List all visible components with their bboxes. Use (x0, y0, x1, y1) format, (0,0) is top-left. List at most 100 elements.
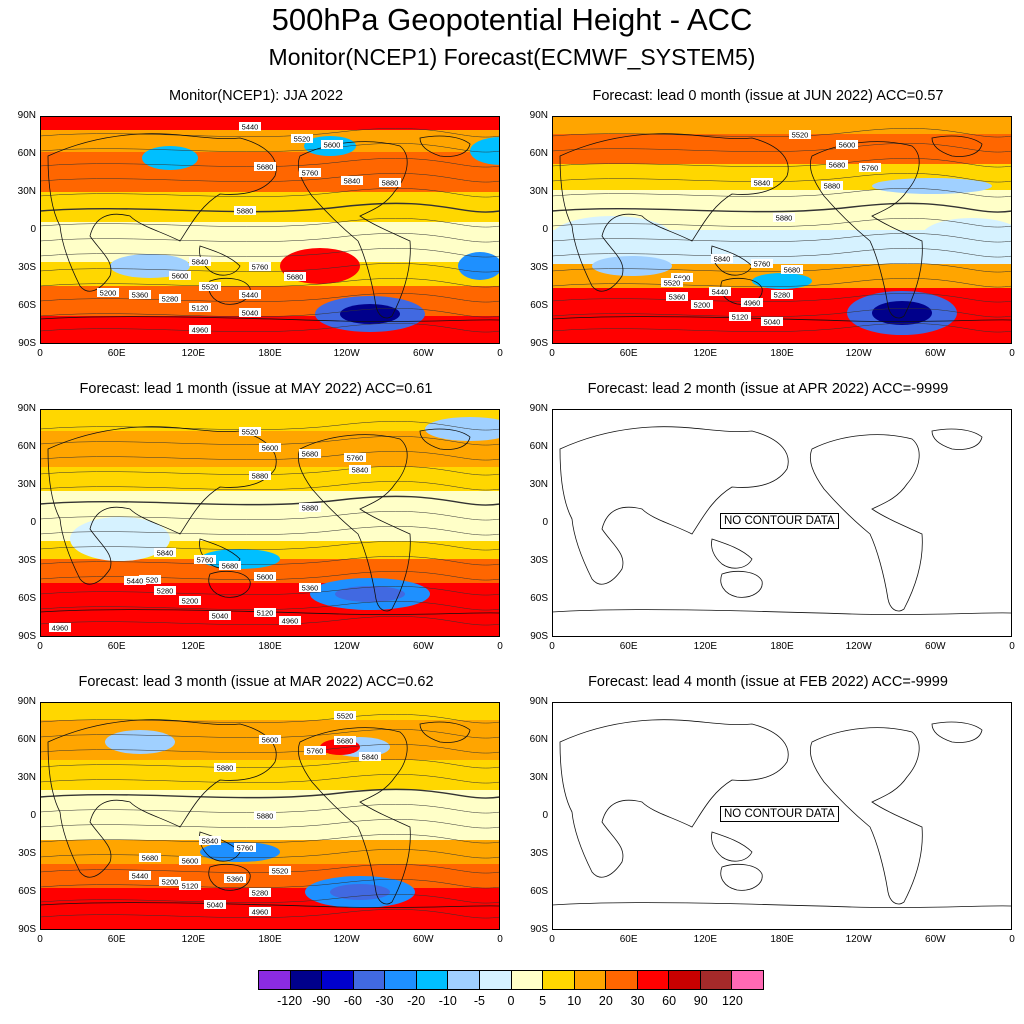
lat-label: 90S (530, 631, 548, 642)
main-title: 500hPa Geopotential Height - ACC (271, 2, 753, 37)
legend-label: -60 (343, 994, 362, 1008)
contour-label: 5680 (826, 160, 848, 170)
contour-label: 5680 (781, 265, 803, 275)
svg-text:5520: 5520 (294, 135, 311, 144)
contour-label: 5600 (259, 443, 281, 453)
sub-title: Monitor(NCEP1) Forecast(ECMWF_SYSTEM5) (268, 44, 756, 70)
lat-label: 90S (530, 338, 548, 349)
contour-label: 5280 (154, 586, 176, 596)
contour-label: 5680 (299, 449, 321, 459)
svg-text:5280: 5280 (774, 291, 791, 300)
lon-label: 180E (258, 641, 282, 652)
legend-swatch (637, 971, 670, 989)
legend-label: 10 (567, 994, 582, 1008)
lon-label: 180E (770, 348, 794, 359)
lon-label: 60W (925, 934, 946, 945)
contour-label: 5520 (334, 711, 356, 721)
contour-label: 5120 (254, 608, 276, 618)
svg-text:5520: 5520 (664, 279, 681, 288)
legend-label: 90 (693, 994, 708, 1008)
svg-text:5520: 5520 (337, 712, 354, 721)
legend-label: -5 (473, 994, 485, 1008)
contour-label: 5840 (189, 257, 211, 267)
svg-text:5120: 5120 (182, 882, 199, 891)
contour-label: 5440 (709, 287, 731, 297)
lat-label: 90S (18, 924, 36, 935)
contour-label: 5600 (179, 856, 201, 866)
svg-text:5040: 5040 (212, 612, 229, 621)
legend-swatch (385, 971, 417, 989)
svg-text:5440: 5440 (132, 872, 149, 881)
lat-label: 60N (529, 148, 548, 159)
contour-label: 5600 (836, 140, 858, 150)
lat-label: 60S (18, 593, 36, 604)
svg-text:5120: 5120 (257, 609, 274, 618)
contour-label: 5120 (729, 312, 751, 322)
contour-label: 5520 (199, 282, 221, 292)
svg-text:5680: 5680 (287, 273, 304, 282)
lon-label: 120E (181, 348, 205, 359)
legend-swatch (353, 971, 386, 989)
svg-text:5840: 5840 (714, 255, 731, 264)
lon-label: 180E (770, 641, 794, 652)
svg-text:5600: 5600 (182, 857, 199, 866)
svg-text:5600: 5600 (172, 272, 189, 281)
svg-text:5600: 5600 (324, 141, 341, 150)
svg-text:5760: 5760 (237, 844, 254, 853)
svg-text:5840: 5840 (202, 837, 219, 846)
lon-label: 60E (619, 348, 638, 359)
contour-label: 4960 (249, 907, 271, 917)
contour-label: 5680 (219, 561, 241, 571)
contour-label: 5520 (789, 130, 811, 140)
lat-label: 30N (529, 772, 548, 783)
lat-label: 60N (529, 734, 548, 745)
contour-label: 5040 (204, 900, 226, 910)
contour-label: 5680 (254, 162, 276, 172)
panel-title: Forecast: lead 0 month (issue at JUN 202… (592, 88, 944, 104)
lon-label: 120W (845, 641, 872, 652)
svg-text:5760: 5760 (754, 260, 771, 269)
svg-text:4960: 4960 (282, 617, 299, 626)
contour-label: 5760 (859, 163, 881, 173)
contour-label: 5360 (129, 290, 151, 300)
lat-label: 90N (529, 403, 548, 414)
svg-text:5880: 5880 (237, 207, 254, 216)
contour-label: 5760 (249, 262, 271, 272)
lon-label: 120E (693, 348, 717, 359)
svg-text:5760: 5760 (862, 164, 879, 173)
lat-label: 60N (17, 441, 36, 452)
svg-text:5520: 5520 (792, 131, 809, 140)
lon-label: 60W (413, 641, 434, 652)
contour-label: 5520 (291, 134, 313, 144)
lon-label: 0 (497, 934, 503, 945)
lon-label: 60W (413, 348, 434, 359)
svg-text:4960: 4960 (252, 908, 269, 917)
svg-text:5200: 5200 (162, 878, 179, 887)
svg-text:5120: 5120 (732, 313, 749, 322)
contour-label: 5880 (821, 181, 843, 191)
svg-text:5600: 5600 (262, 444, 279, 453)
svg-text:5760: 5760 (252, 263, 269, 272)
contour-label: 4960 (741, 298, 763, 308)
svg-text:5680: 5680 (222, 562, 239, 571)
lat-label: 60N (17, 148, 36, 159)
lat-label: 30N (17, 479, 36, 490)
legend-swatch (606, 971, 638, 989)
svg-text:5360: 5360 (302, 584, 319, 593)
lon-label: 120W (845, 934, 872, 945)
lat-label: 0 (30, 224, 36, 235)
lon-label: 60W (925, 348, 946, 359)
contour-label: 5840 (751, 178, 773, 188)
contour-label: 5760 (299, 168, 321, 178)
panel-title: Forecast: lead 1 month (issue at MAY 202… (79, 381, 433, 397)
lat-label: 30S (18, 555, 36, 566)
contour-label: 5840 (154, 548, 176, 558)
map-panel-4: Forecast: lead 2 month (issue at APR 202… (512, 381, 1024, 671)
contour-label: 4960 (49, 623, 71, 633)
lon-label: 120W (333, 641, 360, 652)
lat-label: 60S (18, 300, 36, 311)
svg-text:5680: 5680 (829, 161, 846, 170)
contour-label: 5520 (661, 278, 683, 288)
map-panel-1: Monitor(NCEP1): JJA 2022 5440 5520 5600 5680… (0, 88, 512, 378)
